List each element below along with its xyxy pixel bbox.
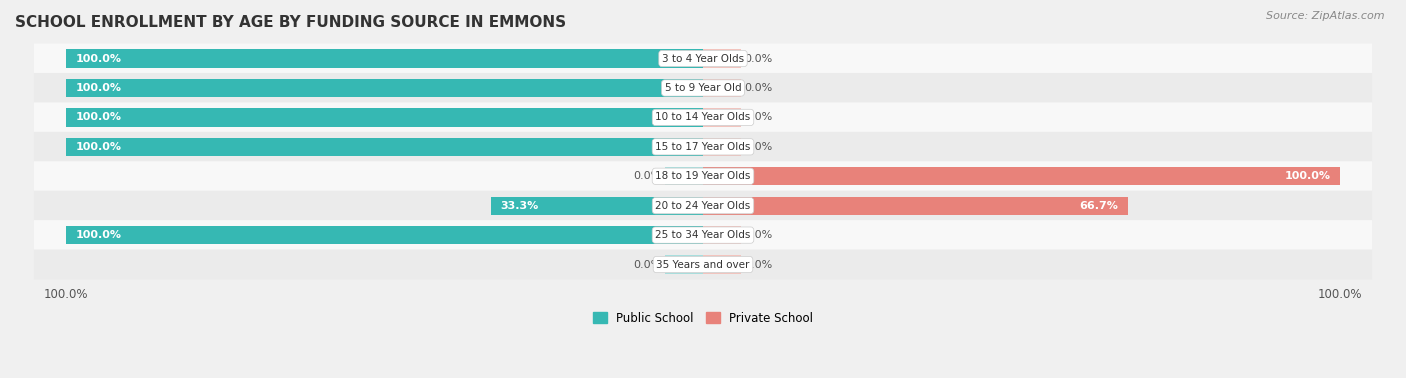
Text: 25 to 34 Year Olds: 25 to 34 Year Olds — [655, 230, 751, 240]
Bar — [703, 50, 741, 68]
Text: 0.0%: 0.0% — [633, 171, 662, 181]
FancyBboxPatch shape — [34, 161, 1372, 191]
Bar — [665, 167, 703, 185]
Bar — [491, 197, 703, 215]
Bar — [703, 138, 741, 156]
Text: SCHOOL ENROLLMENT BY AGE BY FUNDING SOURCE IN EMMONS: SCHOOL ENROLLMENT BY AGE BY FUNDING SOUR… — [15, 15, 567, 30]
Bar — [703, 256, 741, 274]
Text: 0.0%: 0.0% — [744, 112, 773, 122]
Bar — [66, 50, 703, 68]
Text: 10 to 14 Year Olds: 10 to 14 Year Olds — [655, 112, 751, 122]
Text: 0.0%: 0.0% — [744, 230, 773, 240]
FancyBboxPatch shape — [34, 249, 1372, 280]
Text: 100.0%: 100.0% — [76, 230, 121, 240]
Text: 3 to 4 Year Olds: 3 to 4 Year Olds — [662, 54, 744, 64]
Bar — [665, 256, 703, 274]
Text: 15 to 17 Year Olds: 15 to 17 Year Olds — [655, 142, 751, 152]
Text: 35 Years and over: 35 Years and over — [657, 260, 749, 270]
Bar — [66, 79, 703, 97]
Text: 5 to 9 Year Old: 5 to 9 Year Old — [665, 83, 741, 93]
Bar — [703, 226, 741, 244]
Text: 18 to 19 Year Olds: 18 to 19 Year Olds — [655, 171, 751, 181]
Bar — [703, 79, 741, 97]
Text: 33.3%: 33.3% — [501, 201, 538, 211]
Bar — [703, 197, 1128, 215]
Bar — [66, 226, 703, 244]
Text: 0.0%: 0.0% — [633, 260, 662, 270]
Text: Source: ZipAtlas.com: Source: ZipAtlas.com — [1267, 11, 1385, 21]
Bar — [66, 108, 703, 127]
FancyBboxPatch shape — [34, 73, 1372, 103]
Text: 0.0%: 0.0% — [744, 142, 773, 152]
Text: 0.0%: 0.0% — [744, 260, 773, 270]
Text: 100.0%: 100.0% — [76, 83, 121, 93]
FancyBboxPatch shape — [34, 191, 1372, 221]
FancyBboxPatch shape — [34, 102, 1372, 132]
Text: 20 to 24 Year Olds: 20 to 24 Year Olds — [655, 201, 751, 211]
FancyBboxPatch shape — [34, 132, 1372, 162]
Text: 100.0%: 100.0% — [1285, 171, 1330, 181]
Text: 100.0%: 100.0% — [76, 112, 121, 122]
Bar — [703, 108, 741, 127]
Text: 0.0%: 0.0% — [744, 83, 773, 93]
Bar — [66, 138, 703, 156]
Text: 66.7%: 66.7% — [1080, 201, 1118, 211]
FancyBboxPatch shape — [34, 220, 1372, 250]
Legend: Public School, Private School: Public School, Private School — [588, 307, 818, 329]
FancyBboxPatch shape — [34, 43, 1372, 74]
Text: 0.0%: 0.0% — [744, 54, 773, 64]
Text: 100.0%: 100.0% — [76, 142, 121, 152]
Text: 100.0%: 100.0% — [76, 54, 121, 64]
Bar — [703, 167, 1340, 185]
